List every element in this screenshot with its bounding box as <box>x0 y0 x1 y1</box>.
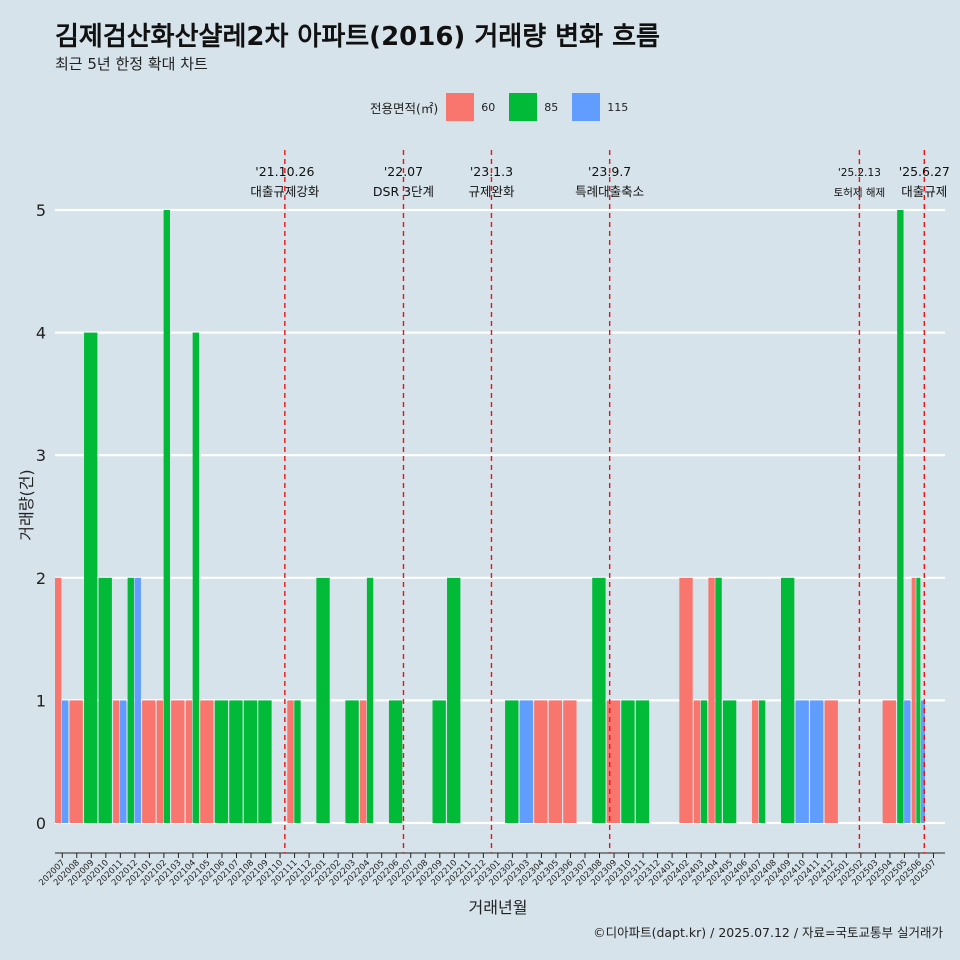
bar-202407-60 <box>751 700 759 823</box>
y-tick-label: 1 <box>36 691 46 710</box>
bar-202101-60 <box>142 700 156 823</box>
bar-202404-85 <box>715 577 722 823</box>
chart-title: 김제검산화산샬레2차 아파트(2016) 거래량 변화 흐름 <box>55 22 660 52</box>
legend-swatch-85 <box>509 93 538 121</box>
y-tick-label: 0 <box>36 814 46 833</box>
legend-item-115: 115 <box>572 93 636 121</box>
event-date: '23.1.3 <box>470 164 513 179</box>
bar-202102-60 <box>156 700 164 823</box>
bar-202505-115 <box>904 700 911 823</box>
bar-202304-60 <box>534 700 548 823</box>
bar-202506-60 <box>911 577 916 823</box>
event-date: '22.07 <box>384 164 423 179</box>
bar-202105-60 <box>200 700 214 823</box>
legend-item-85: 85 <box>509 93 566 121</box>
legend-label-60: 60 <box>481 100 496 114</box>
caption: ©디아파트(dapt.kr) / 2025.07.12 / 자료=국토교통부 실… <box>593 925 943 940</box>
bar-202010-85 <box>98 577 112 823</box>
y-axis-title: 거래량(건) <box>17 469 36 540</box>
bar-202111-85 <box>294 700 301 823</box>
event-date: '25.6.27 <box>899 164 950 179</box>
bar-202106-85 <box>214 700 229 823</box>
bar-202203-85 <box>345 700 359 823</box>
bar-202305-60 <box>548 700 563 823</box>
bar-202505-85 <box>897 210 904 823</box>
bar-202210-85 <box>447 577 461 823</box>
event-label: 대출규제강화 <box>250 184 320 199</box>
bar-202504-60 <box>882 700 896 823</box>
bar-202204-60 <box>359 700 367 823</box>
legend: 전용면적(㎡) 60 85 115 <box>370 93 642 121</box>
bar-202404-60 <box>708 577 715 823</box>
bar-202506-85 <box>916 577 921 823</box>
bar-202201-85 <box>316 577 330 823</box>
y-tick-label: 4 <box>36 324 46 343</box>
bar-202302-85 <box>505 700 519 823</box>
bar-202204-85 <box>366 577 374 823</box>
bar-202008-60 <box>69 700 83 823</box>
legend-item-60: 60 <box>446 93 503 121</box>
x-axis-title: 거래년월 <box>469 898 528 917</box>
event-date: '21.10.26 <box>255 164 314 179</box>
bar-202410-115 <box>795 700 809 823</box>
bar-202309-60 <box>606 700 621 823</box>
bar-202412-60 <box>824 700 838 823</box>
event-label: DSR 3단계 <box>373 184 434 199</box>
bar-202409-85 <box>781 577 795 823</box>
bar-202011-115 <box>120 700 127 823</box>
bar-202104-85 <box>192 332 200 823</box>
bar-202102-85 <box>163 210 170 823</box>
bar-202403-85 <box>700 700 708 823</box>
bar-202009-85 <box>84 332 98 823</box>
y-tick-label: 3 <box>36 446 46 465</box>
legend-title: 전용면적(㎡) <box>370 100 439 116</box>
bar-202209-85 <box>432 700 446 823</box>
event-label: 토허제 해제 <box>834 186 886 199</box>
bar-202108-85 <box>243 700 258 823</box>
legend-swatch-60 <box>446 93 475 121</box>
legend-swatch-115 <box>572 93 601 121</box>
event-date: '23.9.7 <box>588 164 631 179</box>
y-tick-label: 2 <box>36 569 46 588</box>
event-label: 규제완화 <box>468 184 515 199</box>
bar-202407-85 <box>758 700 766 823</box>
event-label: 대출규제 <box>901 184 947 199</box>
y-tick-label: 5 <box>36 201 46 220</box>
bar-202308-85 <box>592 577 606 823</box>
bar-202411-115 <box>810 700 824 823</box>
legend-label-115: 115 <box>607 100 629 114</box>
bar-202306-60 <box>563 700 577 823</box>
bar-202310-85 <box>621 700 635 823</box>
event-date: '25.2.13 <box>838 167 881 179</box>
chart-subtitle: 최근 5년 한정 확대 차트 <box>55 55 208 73</box>
bar-202303-115 <box>519 700 533 823</box>
bar-202007-60 <box>55 577 62 823</box>
bar-202103-60 <box>171 700 185 823</box>
bar-202506-115 <box>920 700 926 823</box>
bar-202206-85 <box>388 700 403 823</box>
bar-202107-85 <box>229 700 243 823</box>
bar-202405-85 <box>722 700 737 823</box>
bar-202403-60 <box>693 700 701 823</box>
bar-202012-115 <box>134 577 141 823</box>
bar-202109-85 <box>258 700 272 823</box>
bar-202012-85 <box>127 577 134 823</box>
event-label: 특례대출축소 <box>575 184 644 199</box>
bar-202402-60 <box>679 577 693 823</box>
legend-label-85: 85 <box>544 100 559 114</box>
bar-202007-115 <box>61 700 69 823</box>
bar-202104-60 <box>185 700 193 823</box>
bar-202311-85 <box>635 700 650 823</box>
bar-202111-60 <box>287 700 294 823</box>
bar-202011-60 <box>113 700 120 823</box>
